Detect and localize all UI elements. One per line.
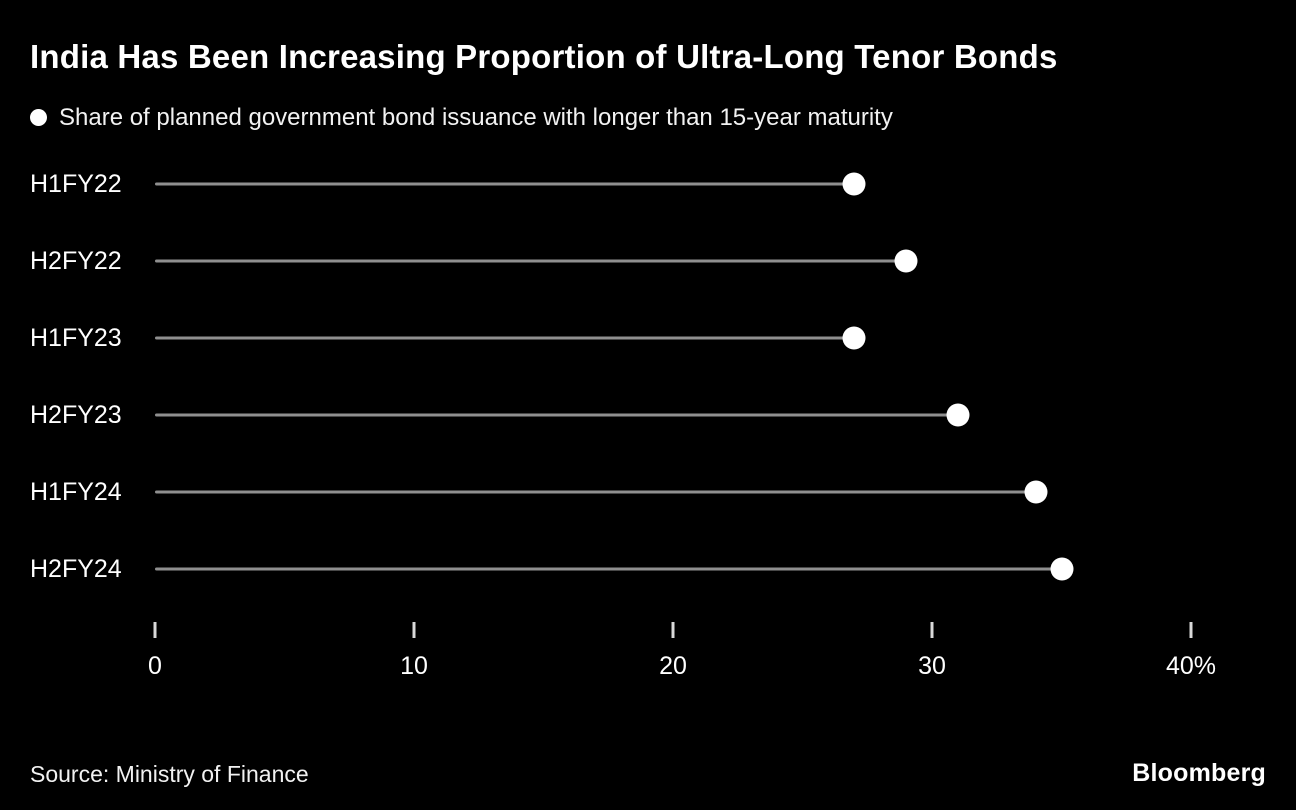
- category-label: H2FY24: [30, 554, 122, 583]
- x-axis-tick-label: 10: [400, 651, 428, 680]
- x-axis: 0 10 20 30 40%: [148, 621, 1216, 688]
- row-track: [155, 531, 1191, 608]
- category-label: H1FY24: [30, 477, 122, 506]
- x-axis-tick: [412, 621, 416, 638]
- x-axis-tick-label: 20: [659, 651, 687, 680]
- row-track: [155, 300, 1191, 377]
- lollipop-dot: [946, 403, 970, 427]
- chart-footer: Source: Ministry of Finance Bloomberg: [30, 759, 1266, 788]
- category-label: H2FY23: [30, 400, 122, 429]
- source-note: Source: Ministry of Finance: [30, 761, 309, 787]
- bloomberg-logo: Bloomberg: [1132, 759, 1266, 787]
- lollipop-stem: [155, 490, 1036, 494]
- chart-row: H2FY24: [30, 531, 1191, 608]
- legend: Share of planned government bond issuanc…: [30, 104, 1266, 132]
- lollipop-dot: [1024, 480, 1048, 504]
- x-axis-tick-label: 30: [918, 651, 946, 680]
- chart-row: H1FY23: [30, 300, 1191, 377]
- row-track: [155, 223, 1191, 300]
- legend-dot-icon: [30, 109, 47, 127]
- lollipop-stem: [155, 413, 958, 417]
- x-axis-tick-label: 40%: [1165, 651, 1217, 680]
- category-label: H1FY23: [30, 323, 122, 352]
- lollipop-stem: [155, 259, 907, 263]
- category-label: H1FY22: [30, 169, 122, 198]
- lollipop-stem: [155, 567, 1062, 571]
- legend-label: Share of planned government bond issuanc…: [59, 103, 893, 131]
- x-axis-tick: [1189, 621, 1193, 638]
- x-axis-tick-label: 0: [148, 651, 162, 680]
- row-track: [155, 377, 1191, 454]
- plot-area: H1FY22 H2FY22 H1FY23 H2FY23 H1FY24 H2FY24 0 10…: [30, 146, 1216, 688]
- lollipop-stem: [155, 182, 855, 186]
- lollipop-dot: [842, 172, 866, 196]
- chart-row: H1FY24: [30, 454, 1191, 531]
- chart-row: H1FY22: [30, 146, 1191, 223]
- row-track: [155, 454, 1191, 531]
- chart-title: India Has Been Increasing Proportion of …: [30, 38, 1058, 75]
- lollipop-dot: [842, 326, 866, 350]
- chart-row: H2FY23: [30, 377, 1191, 454]
- x-axis-tick: [930, 621, 934, 638]
- chart-rows: H1FY22 H2FY22 H1FY23 H2FY23 H1FY24 H2FY24: [30, 146, 1191, 608]
- row-track: [155, 146, 1191, 223]
- lollipop-dot: [894, 249, 918, 273]
- category-label: H2FY22: [30, 246, 122, 275]
- lollipop-stem: [155, 336, 855, 340]
- x-axis-tick: [153, 621, 157, 638]
- lollipop-dot: [1050, 557, 1073, 581]
- x-axis-tick: [671, 621, 675, 638]
- chart-row: H2FY22: [30, 223, 1191, 300]
